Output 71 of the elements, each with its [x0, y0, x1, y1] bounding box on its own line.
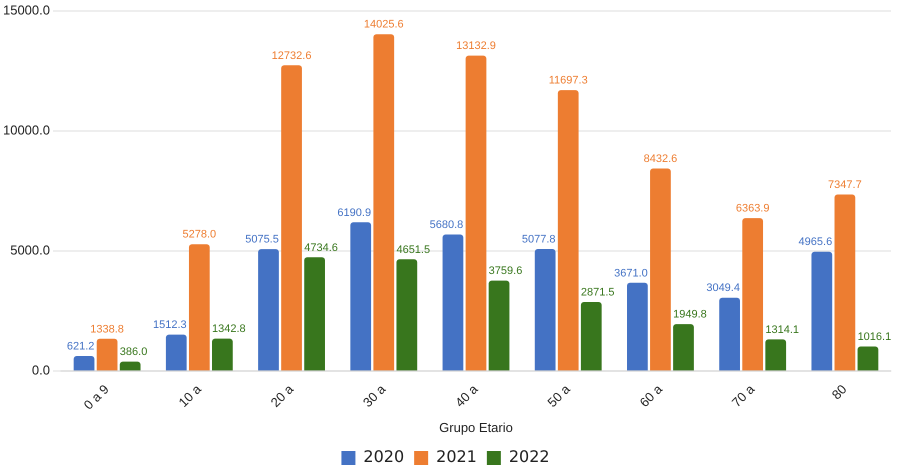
data-label: 386.0: [120, 346, 148, 358]
bar: [719, 298, 740, 370]
bar: [673, 324, 694, 370]
data-label: 1949.8: [673, 308, 707, 321]
data-label: 4965.6: [798, 236, 832, 248]
bar: [858, 346, 878, 370]
bar: [258, 249, 279, 370]
bar: [304, 257, 325, 370]
bar: [466, 56, 486, 370]
data-label: 5680.8: [430, 219, 464, 232]
bar: [742, 218, 764, 370]
y-tick-label: 5000.0: [10, 242, 50, 258]
data-label: 3049.4: [706, 282, 740, 294]
bar: [534, 249, 556, 370]
legend-label: 2022: [508, 447, 550, 466]
data-label: 5075.5: [245, 234, 279, 246]
bar: [74, 356, 94, 370]
x-tick-label: 60 a: [636, 380, 666, 410]
y-tick-label: 10000.0: [2, 122, 50, 138]
bar: [442, 234, 464, 370]
bar: [281, 65, 302, 370]
data-label: 1338.8: [90, 323, 124, 336]
data-label: 7347.7: [828, 179, 862, 192]
bar: [834, 194, 856, 370]
bar: [96, 338, 118, 370]
data-label: 5278.0: [182, 228, 216, 241]
y-tick-label: 15000.0: [2, 2, 50, 18]
data-label: 4734.6: [304, 242, 338, 254]
x-tick-label: 70 a: [728, 380, 758, 410]
bar: [396, 259, 418, 370]
data-label: 2871.5: [580, 286, 615, 299]
data-label: 4651.5: [396, 244, 430, 256]
bar: [188, 244, 210, 370]
data-label: 6363.9: [736, 202, 770, 215]
data-label: 14025.6: [364, 18, 404, 31]
x-tick-label: 40 a: [452, 380, 482, 410]
data-label: 11697.3: [548, 74, 588, 87]
data-label: 5077.8: [522, 234, 556, 246]
data-label: 1342.8: [212, 323, 246, 336]
bar: [120, 362, 141, 370]
data-label: 3671.0: [614, 267, 648, 280]
data-label: 621.2: [66, 340, 94, 353]
legend-label: 2021: [436, 447, 477, 466]
bar: [627, 282, 648, 370]
bar: [558, 90, 579, 370]
y-tick-label: 0.0: [32, 362, 50, 378]
x-tick-label: 80: [828, 381, 850, 402]
x-tick-label: 0 a 9: [80, 381, 112, 413]
data-label: 1016.1: [858, 331, 892, 344]
x-tick-label: 30 a: [360, 380, 389, 410]
data-label: 8432.6: [644, 153, 678, 166]
bar: [650, 168, 671, 370]
bar: [811, 252, 832, 370]
x-axis-title: Grupo Etario: [439, 420, 513, 435]
x-tick-label: 20 a: [268, 380, 297, 410]
bar: [488, 280, 510, 370]
bar: [765, 339, 786, 370]
bar: [373, 34, 394, 370]
x-tick-label: 50 a: [544, 380, 574, 410]
data-label: 6190.9: [337, 206, 372, 219]
data-label: 12732.6: [272, 50, 312, 62]
bar: [212, 338, 233, 370]
data-label: 3759.6: [488, 265, 522, 278]
data-label: 1512.3: [152, 319, 187, 332]
legend-label: 2020: [363, 447, 404, 466]
x-tick-label: 10 a: [175, 380, 205, 410]
data-label: 13132.9: [456, 40, 496, 52]
bar: [166, 334, 187, 370]
bar: [350, 222, 372, 370]
bar: [580, 302, 602, 370]
data-label: 1314.1: [765, 324, 799, 336]
